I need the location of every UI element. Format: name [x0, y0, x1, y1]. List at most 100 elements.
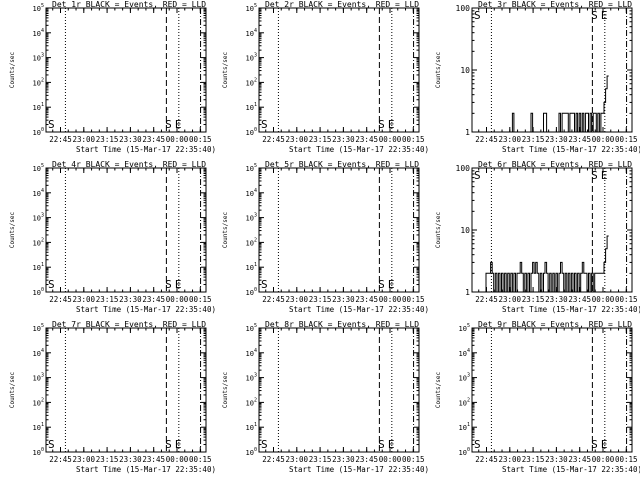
- x-tick-label: 23:30: [119, 135, 142, 144]
- x-axis-label: Start Time (15-Mar-17 22:35:40): [76, 465, 216, 474]
- series-line: [484, 235, 609, 293]
- x-axis-label: Start Time (15-Mar-17 22:35:40): [76, 145, 216, 154]
- y-tick-label: 100: [459, 447, 470, 457]
- y-tick-label: 104: [246, 28, 257, 38]
- plot-frame: [258, 7, 420, 133]
- x-tick-label: 23:00: [499, 295, 522, 304]
- y-tick-label: 101: [33, 262, 44, 272]
- x-tick-label: 23:45: [568, 455, 591, 464]
- y-tick-label: 101: [33, 102, 44, 112]
- x-tick-label: 00:15: [615, 135, 638, 144]
- y-tick-label: 105: [33, 3, 44, 13]
- x-tick-label: 00:00: [592, 295, 615, 304]
- panel-3: Det 3r BLACK = Events, RED = LLD Counts/s…: [435, 0, 640, 154]
- y-tick-label: 103: [246, 53, 257, 63]
- x-tick-label: 22:45: [262, 295, 285, 304]
- y-tick-label: 103: [459, 373, 470, 383]
- y-axis-label: Counts/sec: [9, 212, 16, 249]
- x-tick-label: 23:00: [499, 455, 522, 464]
- x-tick-label: 23:45: [355, 455, 378, 464]
- x-tick-label: 00:00: [379, 455, 402, 464]
- event-marker: E: [388, 438, 395, 451]
- chart-title: Det 1r BLACK = Events, RED = LLD: [52, 0, 206, 9]
- y-axis-label: Counts/sec: [435, 52, 442, 89]
- x-axis-label: Start Time (15-Mar-17 22:35:40): [502, 145, 640, 154]
- plot-frame: [471, 327, 633, 453]
- y-tick-label: 105: [246, 3, 257, 13]
- y-tick-label: 102: [246, 77, 257, 87]
- y-axis-label: Counts/sec: [222, 52, 229, 89]
- y-tick-label: 102: [33, 397, 44, 407]
- event-marker: E: [175, 438, 182, 451]
- chart-title: Det 8r BLACK = Events, RED = LLD: [265, 320, 419, 329]
- x-tick-label: 00:00: [166, 455, 189, 464]
- event-marker: S: [165, 438, 172, 451]
- x-tick-label: 00:00: [592, 455, 615, 464]
- event-marker: E: [601, 9, 608, 22]
- y-tick-label: 102: [246, 237, 257, 247]
- plot-frame: [45, 7, 207, 133]
- x-tick-label: 23:45: [142, 135, 165, 144]
- event-marker: S: [48, 118, 55, 131]
- y-axis-label: Counts/sec: [9, 52, 16, 89]
- plot-frame: [471, 7, 633, 133]
- x-tick-label: 23:00: [499, 135, 522, 144]
- y-tick-label: 102: [33, 237, 44, 247]
- x-tick-label: 23:15: [522, 135, 545, 144]
- panel-9: Det 9r BLACK = Events, RED = LLD Counts/s…: [435, 320, 640, 474]
- event-marker: S: [474, 438, 481, 451]
- panel-1: Det 1r BLACK = Events, RED = LLD Counts/s…: [9, 0, 216, 154]
- y-tick-label: 101: [246, 102, 257, 112]
- event-marker: E: [175, 118, 182, 131]
- x-tick-label: 00:00: [379, 295, 402, 304]
- event-marker: S: [261, 438, 268, 451]
- y-axis-label: Counts/sec: [435, 372, 442, 409]
- event-marker: S: [378, 118, 385, 131]
- chart-title: Det 6r BLACK = Events, RED = LLD: [478, 160, 632, 169]
- chart-title: Det 4r BLACK = Events, RED = LLD: [52, 160, 206, 169]
- x-tick-label: 23:15: [522, 295, 545, 304]
- event-marker: S: [48, 278, 55, 291]
- y-tick-label: 1: [465, 128, 470, 137]
- x-tick-label: 23:30: [545, 455, 568, 464]
- x-tick-label: 23:45: [355, 135, 378, 144]
- y-tick-label: 101: [33, 422, 44, 432]
- x-tick-label: 22:45: [49, 455, 72, 464]
- x-tick-label: 23:15: [96, 455, 119, 464]
- y-tick-label: 104: [33, 188, 44, 198]
- plot-frame: [258, 167, 420, 293]
- y-tick-label: 10: [460, 226, 470, 235]
- panel-4: Det 4r BLACK = Events, RED = LLD Counts/s…: [9, 160, 216, 314]
- x-tick-label: 23:00: [73, 295, 96, 304]
- x-tick-label: 22:45: [475, 455, 498, 464]
- y-tick-label: 100: [33, 287, 44, 297]
- x-axis-label: Start Time (15-Mar-17 22:35:40): [76, 305, 216, 314]
- x-tick-label: 00:00: [379, 135, 402, 144]
- x-tick-label: 23:30: [332, 295, 355, 304]
- x-tick-label: 23:15: [96, 135, 119, 144]
- x-tick-label: 22:45: [475, 295, 498, 304]
- event-marker: E: [601, 438, 608, 451]
- x-tick-label: 00:15: [189, 295, 212, 304]
- x-tick-label: 23:30: [332, 135, 355, 144]
- event-marker: E: [601, 169, 608, 182]
- y-tick-label: 104: [246, 188, 257, 198]
- x-tick-label: 23:30: [119, 295, 142, 304]
- x-tick-label: 23:45: [142, 295, 165, 304]
- y-tick-label: 102: [246, 397, 257, 407]
- panel-7: Det 7r BLACK = Events, RED = LLD Counts/s…: [9, 320, 216, 474]
- x-tick-label: 23:15: [309, 455, 332, 464]
- chart-title: Det 2r BLACK = Events, RED = LLD: [265, 0, 419, 9]
- series-line: [510, 75, 609, 133]
- event-marker: S: [591, 438, 598, 451]
- y-tick-label: 10: [460, 66, 470, 75]
- x-tick-label: 00:15: [189, 455, 212, 464]
- y-tick-label: 103: [33, 213, 44, 223]
- y-axis-label: Counts/sec: [222, 212, 229, 249]
- y-tick-label: 100: [33, 447, 44, 457]
- x-tick-label: 00:15: [402, 455, 425, 464]
- x-tick-label: 23:45: [568, 295, 591, 304]
- y-tick-label: 101: [246, 422, 257, 432]
- y-tick-label: 100: [246, 127, 257, 137]
- x-tick-label: 00:15: [402, 135, 425, 144]
